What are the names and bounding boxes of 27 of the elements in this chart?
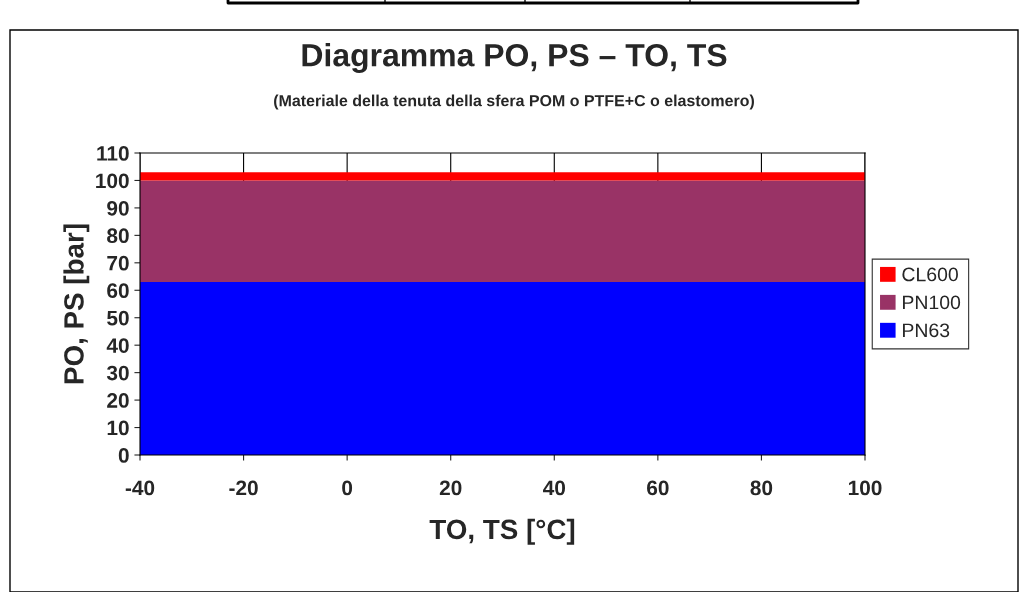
y-tick-label: 60 (107, 283, 129, 299)
y-axis-title: PO, PS [bar] (63, 224, 90, 384)
y-tick-label: 80 (107, 228, 129, 244)
x-tick-label: 20 (439, 480, 462, 496)
y-tick-label: 20 (107, 393, 129, 408)
x-tick-label: -20 (229, 480, 258, 496)
x-tick-label: 40 (543, 480, 566, 496)
x-tick-label: 60 (647, 480, 669, 496)
x-tick-label: 100 (848, 480, 882, 496)
chart-title: Diagramma PO, PS – TO, TS (302, 43, 727, 73)
legend-label: CL600 (902, 267, 958, 282)
x-axis-title: TO, TS [°C] (429, 518, 575, 545)
y-tick-label: 70 (107, 255, 129, 271)
x-tick-label: -40 (125, 480, 155, 496)
x-tick-label: 80 (750, 480, 773, 496)
y-tick-label: 0 (118, 448, 129, 463)
y-tick-label: 110 (97, 146, 129, 161)
y-tick-label: 30 (106, 365, 129, 381)
y-tick-label: 10 (107, 420, 129, 436)
y-tick-label: 50 (107, 310, 129, 326)
legend-label: PN100 (903, 295, 961, 310)
x-tick-label: 0 (342, 480, 353, 496)
y-tick-label: 90 (107, 200, 129, 216)
y-tick-label: 40 (106, 338, 129, 353)
legend-label: PN63 (903, 323, 950, 338)
chart-subtitle: (Materiale della tenuta della sfera POM o PTFE+C o elastomero) (274, 94, 754, 110)
y-tick-label: 100 (96, 173, 129, 189)
